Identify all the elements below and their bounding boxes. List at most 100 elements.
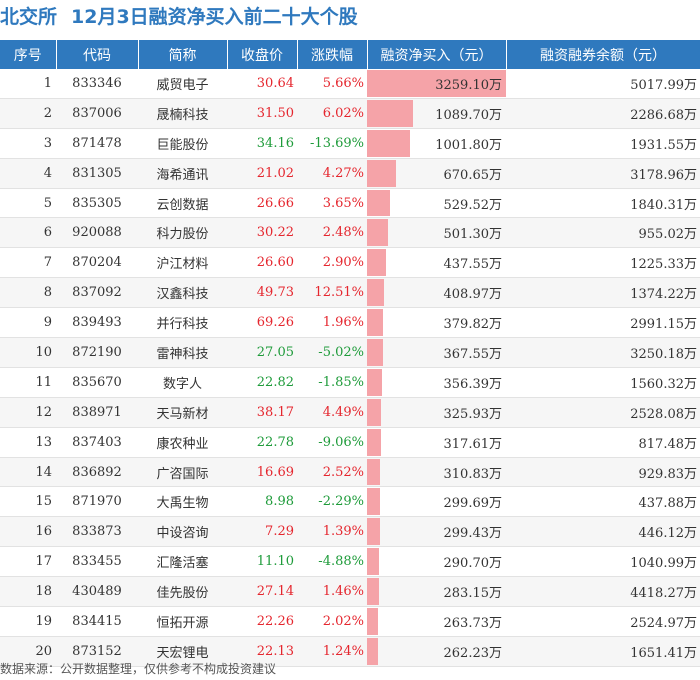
net-buy-bar (367, 578, 379, 606)
rank-cell: 15 (0, 486, 56, 518)
rank-cell: 2 (0, 98, 56, 129)
code-cell: 833873 (56, 516, 138, 548)
rank-cell: 18 (0, 576, 56, 608)
code-cell: 833455 (56, 546, 138, 578)
code-cell: 833346 (56, 69, 138, 99)
financing-table: 序号 代码 简称 收盘价 涨跌幅 融资净买入（元） 融资融券余额（元） 1 833… (0, 40, 700, 667)
name-cell: 恒拓开源 (138, 606, 227, 637)
net-buy-label: 408.97万 (443, 287, 503, 303)
balance-cell: 1840.31万 (506, 188, 700, 219)
price-cell: 69.26 (227, 307, 297, 339)
name-cell: 科力股份 (138, 217, 227, 249)
table-row: 1 833346 威贸电子 30.64 5.66% 3259.10万 5017.99万 (0, 69, 700, 99)
col-header-code: 代码 (56, 40, 139, 69)
table-row: 10 872190 雷神科技 27.05 -5.02% 367.55万 3250.18万 (0, 337, 700, 368)
change-cell: -5.02% (297, 337, 367, 368)
table-row: 12 838971 天马新材 38.17 4.49% 325.93万 2528.08万 (0, 397, 700, 428)
net-buy-cell: 1089.70万 (367, 98, 506, 129)
code-cell: 871970 (56, 486, 138, 518)
balance-cell: 2528.08万 (506, 397, 700, 428)
col-header-rank: 序号 (0, 40, 57, 69)
code-cell: 870204 (56, 247, 138, 279)
name-cell: 并行科技 (138, 307, 227, 339)
net-buy-bar (367, 608, 378, 635)
col-header-change: 涨跌幅 (297, 40, 368, 69)
net-buy-label: 437.55万 (443, 257, 503, 273)
name-cell: 汉鑫科技 (138, 277, 227, 309)
change-cell: 3.65% (297, 188, 367, 219)
rank-cell: 16 (0, 516, 56, 548)
price-cell: 38.17 (227, 397, 297, 428)
change-cell: 2.48% (297, 217, 367, 249)
net-buy-label: 1001.80万 (435, 137, 502, 153)
net-buy-bar (367, 488, 380, 516)
price-cell: 26.66 (227, 188, 297, 219)
net-buy-label: 262.23万 (443, 645, 503, 661)
net-buy-cell: 367.55万 (367, 337, 506, 368)
change-cell: 1.39% (297, 516, 367, 548)
net-buy-cell: 1001.80万 (367, 128, 506, 159)
table-row: 15 871970 大禹生物 8.98 -2.29% 299.69万 437.88万 (0, 486, 700, 518)
rank-cell: 9 (0, 307, 56, 339)
change-cell: 4.27% (297, 158, 367, 189)
net-buy-bar (367, 99, 413, 127)
net-buy-bar (367, 309, 383, 337)
balance-cell: 437.88万 (506, 486, 700, 518)
net-buy-bar (367, 428, 381, 456)
net-buy-bar (367, 637, 378, 665)
balance-cell: 1651.41万 (506, 636, 700, 667)
table-row: 4 831305 海希通讯 21.02 4.27% 670.65万 3178.96万 (0, 158, 700, 189)
change-cell: 2.02% (297, 606, 367, 637)
net-buy-label: 299.69万 (443, 496, 503, 512)
price-cell: 26.60 (227, 247, 297, 279)
code-cell: 834415 (56, 606, 138, 637)
rank-cell: 13 (0, 427, 56, 458)
code-cell: 838971 (56, 397, 138, 428)
rank-cell: 5 (0, 188, 56, 219)
balance-cell: 1225.33万 (506, 247, 700, 279)
exchange-label: 北交所 (0, 6, 58, 28)
table-row: 11 835670 数字人 22.82 -1.85% 356.39万 1560.32万 (0, 367, 700, 398)
price-cell: 34.16 (227, 128, 297, 159)
change-cell: 6.02% (297, 98, 367, 129)
balance-cell: 4418.27万 (506, 576, 700, 608)
net-buy-cell: 262.23万 (367, 636, 506, 667)
code-cell: 839493 (56, 307, 138, 339)
change-cell: 2.52% (297, 457, 367, 488)
net-buy-bar (367, 368, 382, 396)
name-cell: 中设咨询 (138, 516, 227, 548)
name-cell: 天宏锂电 (138, 636, 227, 667)
net-buy-label: 317.61万 (443, 436, 503, 452)
table-row: 16 833873 中设咨询 7.29 1.39% 299.43万 446.12万 (0, 516, 700, 548)
net-buy-label: 290.70万 (443, 556, 503, 572)
rank-cell: 11 (0, 367, 56, 398)
change-cell: 5.66% (297, 69, 367, 99)
name-cell: 沪江材料 (138, 247, 227, 279)
balance-cell: 817.48万 (506, 427, 700, 458)
net-buy-bar (367, 339, 383, 366)
code-cell: 873152 (56, 636, 138, 667)
price-cell: 8.98 (227, 486, 297, 518)
change-cell: -9.06% (297, 427, 367, 458)
name-cell: 海希通讯 (138, 158, 227, 189)
balance-cell: 955.02万 (506, 217, 700, 249)
net-buy-cell: 310.83万 (367, 457, 506, 488)
table-row: 6 920088 科力股份 30.22 2.48% 501.30万 955.02万 (0, 217, 700, 249)
net-buy-label: 3259.10万 (435, 77, 502, 93)
balance-cell: 2991.15万 (506, 307, 700, 339)
price-cell: 30.22 (227, 217, 297, 249)
table-row: 20 873152 天宏锂电 22.13 1.24% 262.23万 1651.41万 (0, 636, 700, 667)
net-buy-cell: 529.52万 (367, 188, 506, 219)
table-row: 13 837403 康农种业 22.78 -9.06% 317.61万 817.48万 (0, 427, 700, 458)
balance-cell: 2524.97万 (506, 606, 700, 637)
balance-cell: 3178.96万 (506, 158, 700, 189)
change-cell: 2.90% (297, 247, 367, 279)
code-cell: 837006 (56, 98, 138, 129)
net-buy-cell: 290.70万 (367, 546, 506, 578)
net-buy-bar (367, 129, 410, 157)
col-header-name: 简称 (138, 40, 228, 69)
name-cell: 康农种业 (138, 427, 227, 458)
code-cell: 835670 (56, 367, 138, 398)
net-buy-label: 283.15万 (443, 586, 503, 602)
change-cell: 4.49% (297, 397, 367, 428)
